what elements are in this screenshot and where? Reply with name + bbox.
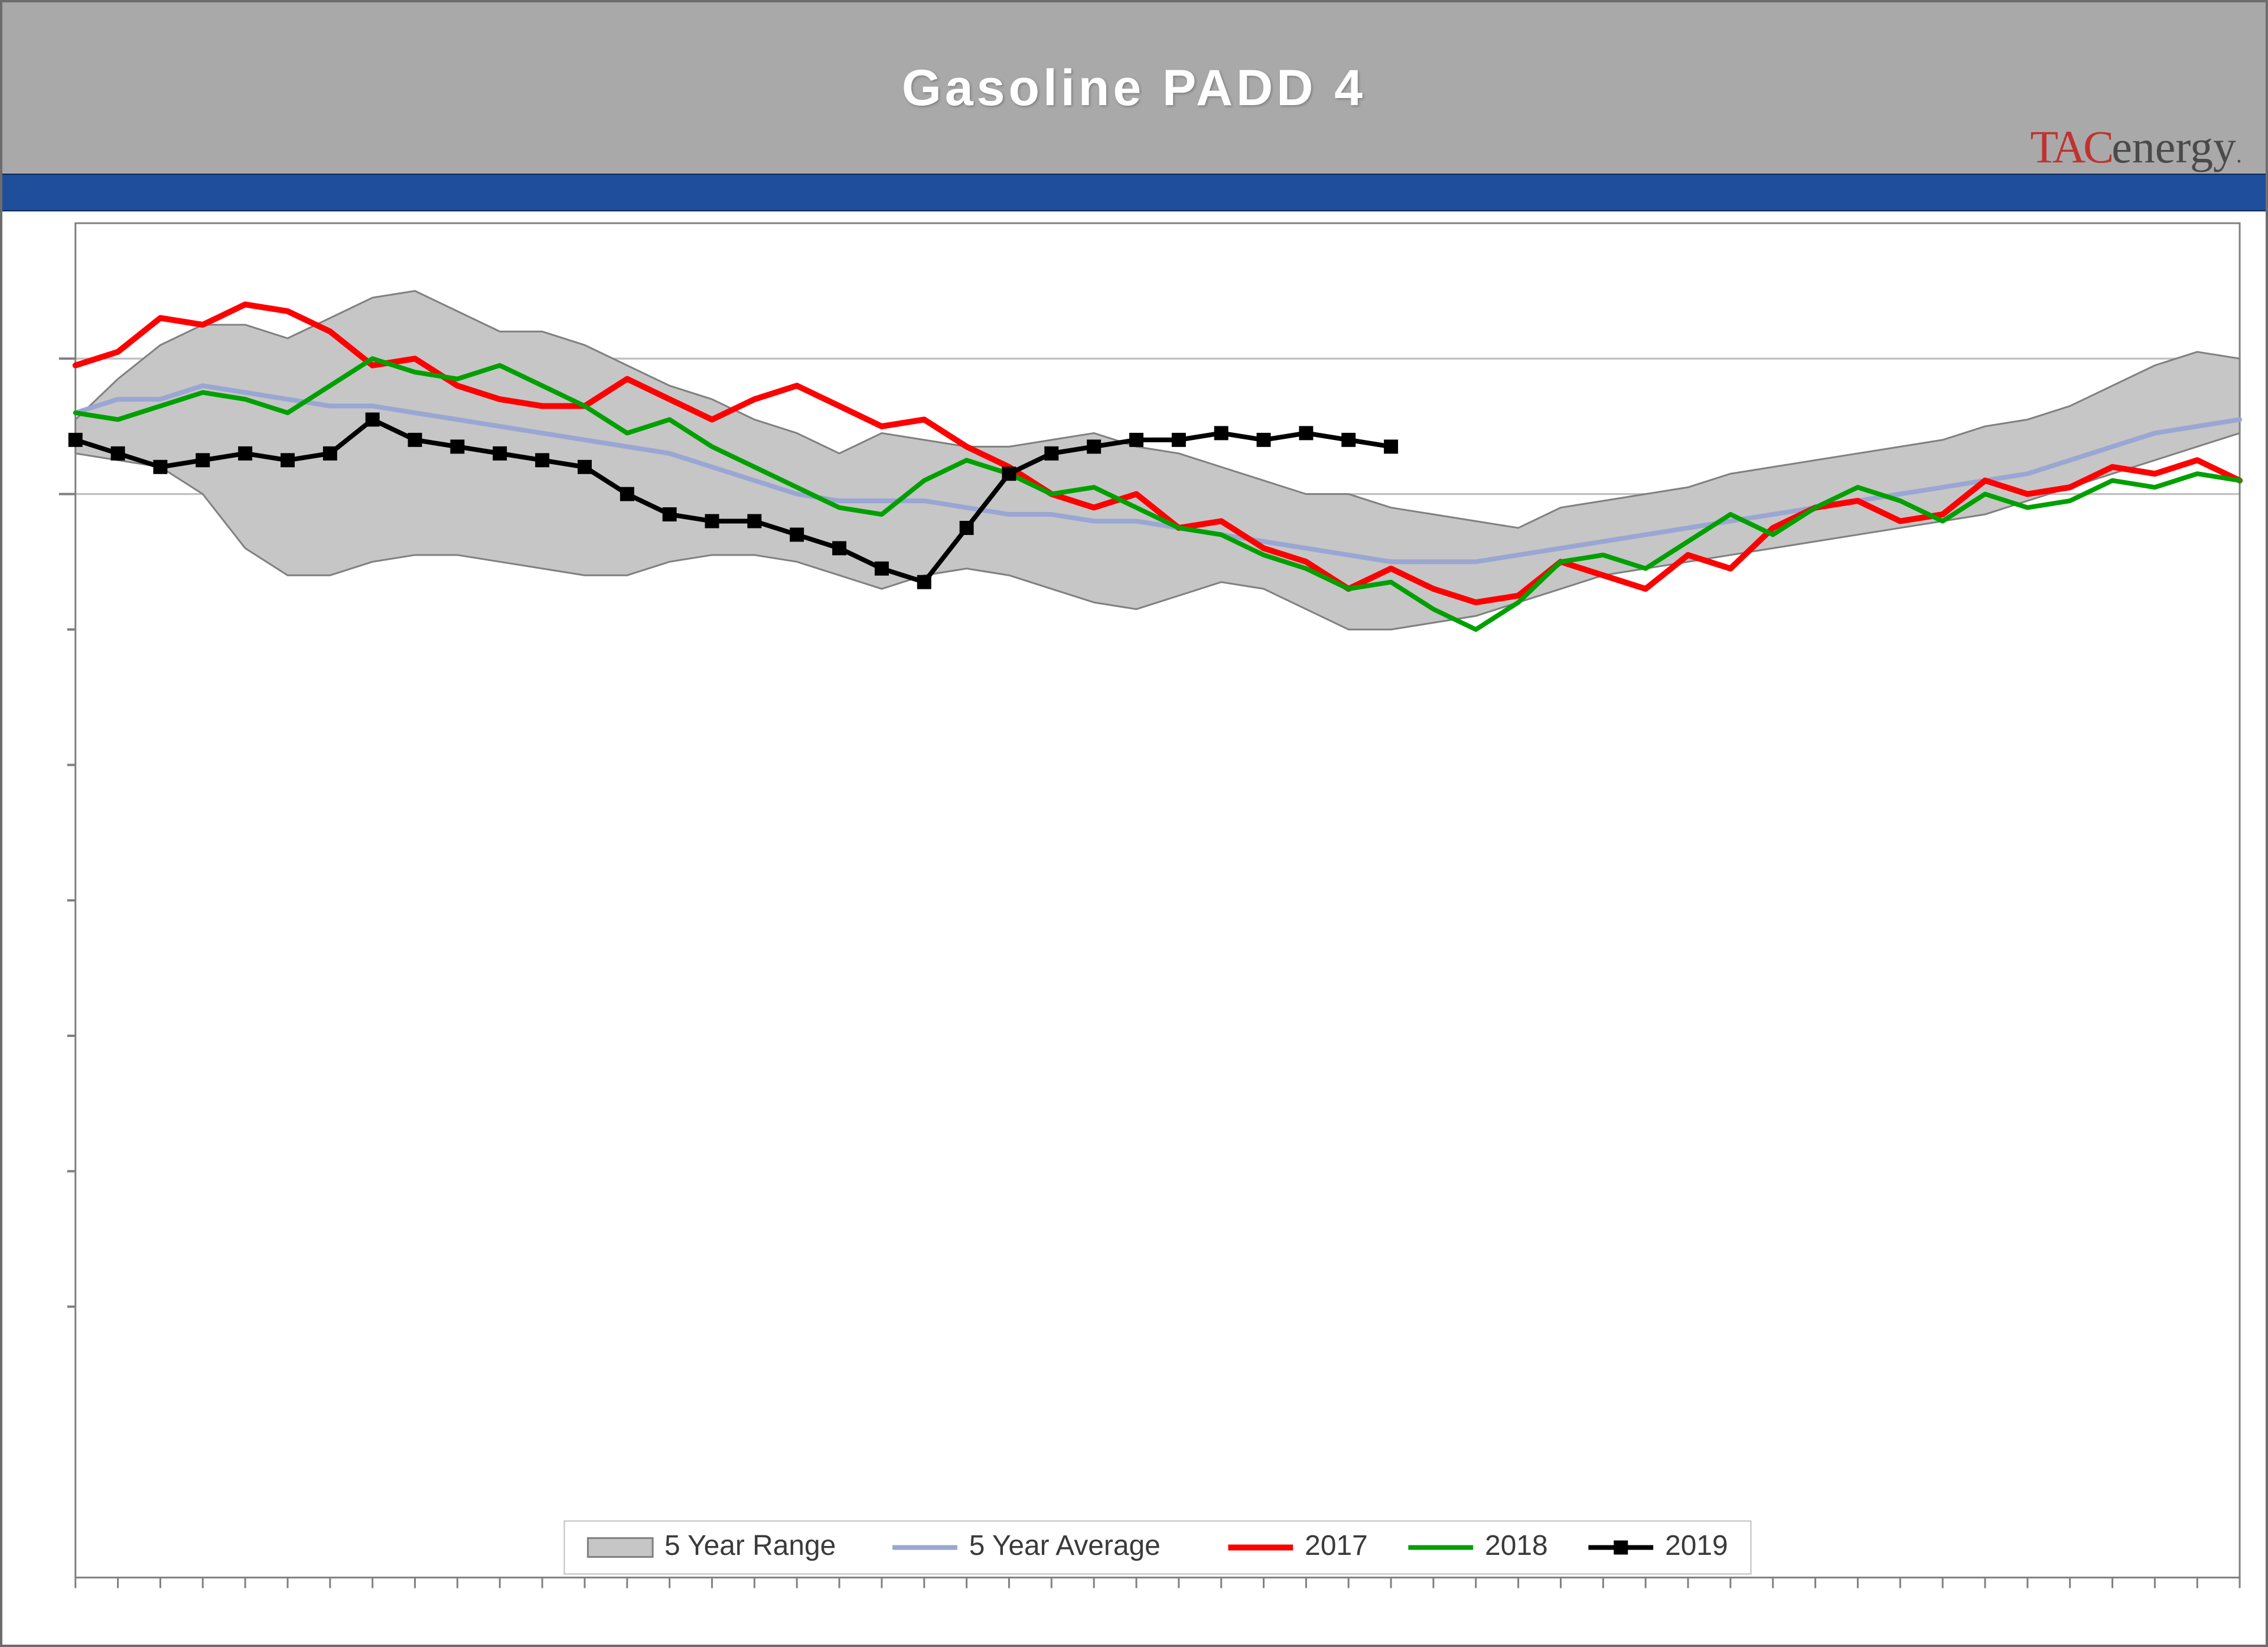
chart-title: Gasoline PADD 4 [902,59,1366,118]
legend-label: 2017 [1305,1530,1368,1561]
brand-logo: TACenergy. [2030,120,2242,174]
title-bar: Gasoline PADD 4 [2,2,2266,174]
brand-tac: TAC [2030,121,2111,172]
chart-area: 5 Year Range 5 Year Average 2017 2018 2019 [5,211,2263,1642]
chart-card: Gasoline PADD 4 TACenergy. 5 Year Range5… [0,0,2268,1647]
legend-label: 5 Year Range [664,1530,836,1561]
brand-dot: . [2236,141,2242,168]
legend-label: 5 Year Average [969,1530,1161,1561]
line-chart-svg: 5 Year Range 5 Year Average 2017 2018 2019 [5,211,2263,1642]
brand-energy: energy [2111,121,2236,172]
legend-label: 2019 [1665,1530,1728,1561]
accent-band [2,174,2266,211]
legend-label: 2018 [1485,1530,1548,1561]
